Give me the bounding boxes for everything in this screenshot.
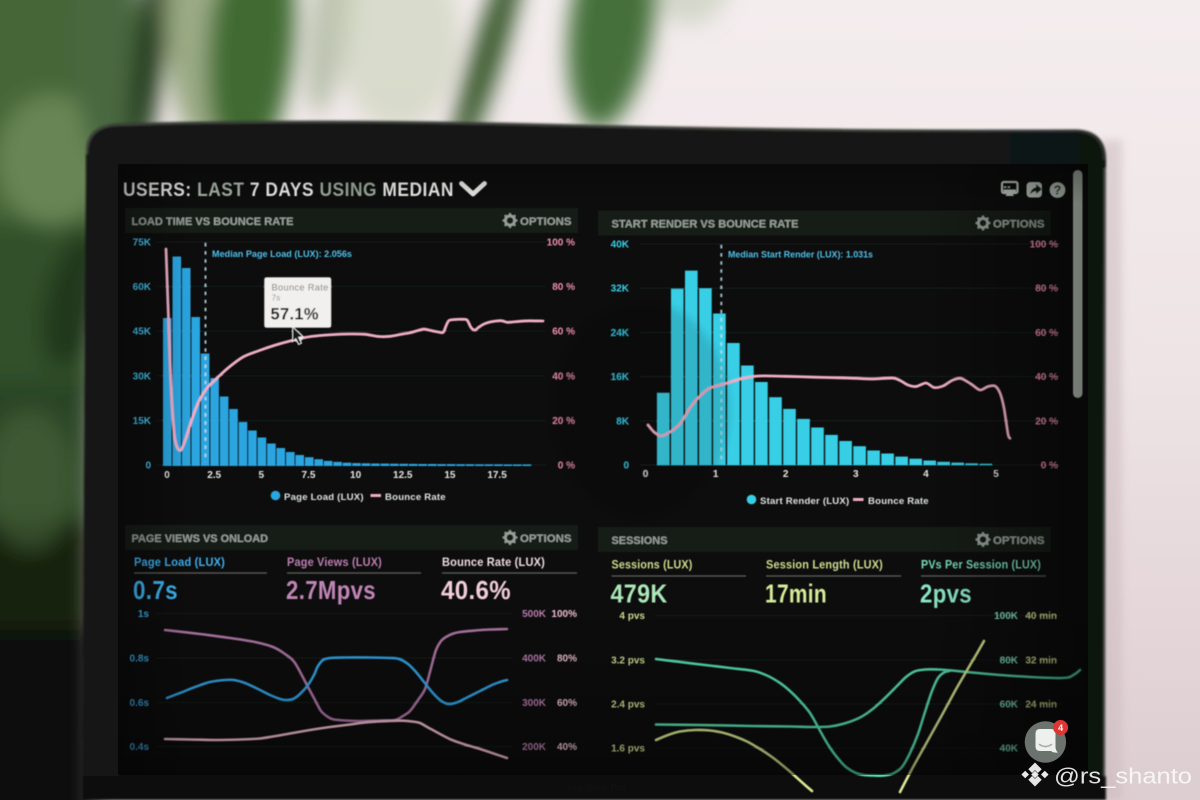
svg-text:80 %: 80 %	[552, 282, 575, 293]
svg-text:57.1%: 57.1%	[271, 306, 319, 324]
svg-text:2.5: 2.5	[207, 470, 221, 481]
svg-text:Bounce Rate: Bounce Rate	[272, 283, 329, 293]
svg-text:60 %: 60 %	[552, 327, 575, 338]
svg-text:1: 1	[713, 469, 719, 480]
svg-text:2: 2	[783, 469, 789, 480]
svg-text:17.5: 17.5	[487, 470, 507, 481]
svg-text:Page Views (LUX): Page Views (LUX)	[287, 557, 382, 569]
svg-text:100 %: 100 %	[547, 238, 575, 249]
svg-text:7s: 7s	[272, 293, 281, 303]
svg-text:10: 10	[350, 470, 362, 481]
svg-text:MacBook Pro: MacBook Pro	[568, 783, 625, 794]
svg-text:12.5: 12.5	[393, 470, 413, 481]
svg-text:3: 3	[853, 469, 859, 480]
svg-text:Bounce Rate: Bounce Rate	[385, 492, 446, 503]
svg-text:7.5: 7.5	[301, 470, 315, 481]
svg-text:15: 15	[444, 470, 456, 481]
svg-text:OPTIONS: OPTIONS	[520, 216, 572, 228]
svg-text:@rs_shanto: @rs_shanto	[1054, 764, 1192, 789]
svg-text:Median Page Load (LUX): 2.056s: Median Page Load (LUX): 2.056s	[212, 249, 352, 260]
svg-text:32K: 32K	[611, 284, 630, 295]
svg-text:Session Length (LUX): Session Length (LUX)	[766, 560, 883, 572]
svg-text:START RENDER VS BOUNCE RATE: START RENDER VS BOUNCE RATE	[612, 219, 800, 231]
svg-text:OPTIONS: OPTIONS	[520, 533, 572, 545]
svg-text:4: 4	[1058, 723, 1063, 733]
svg-text:Start Render (LUX): Start Render (LUX)	[760, 496, 849, 507]
svg-text:SESSIONS: SESSIONS	[612, 535, 669, 547]
svg-text:40K: 40K	[611, 240, 630, 251]
svg-text:Page Load (LUX): Page Load (LUX)	[284, 492, 364, 503]
svg-text:Bounce Rate: Bounce Rate	[868, 496, 929, 507]
svg-text:Bounce Rate (LUX): Bounce Rate (LUX)	[442, 557, 545, 569]
svg-text:Median Start Render (LUX): 1.0: Median Start Render (LUX): 1.031s	[728, 250, 873, 261]
svg-text:5: 5	[259, 470, 265, 481]
svg-text:Sessions (LUX): Sessions (LUX)	[612, 560, 693, 572]
